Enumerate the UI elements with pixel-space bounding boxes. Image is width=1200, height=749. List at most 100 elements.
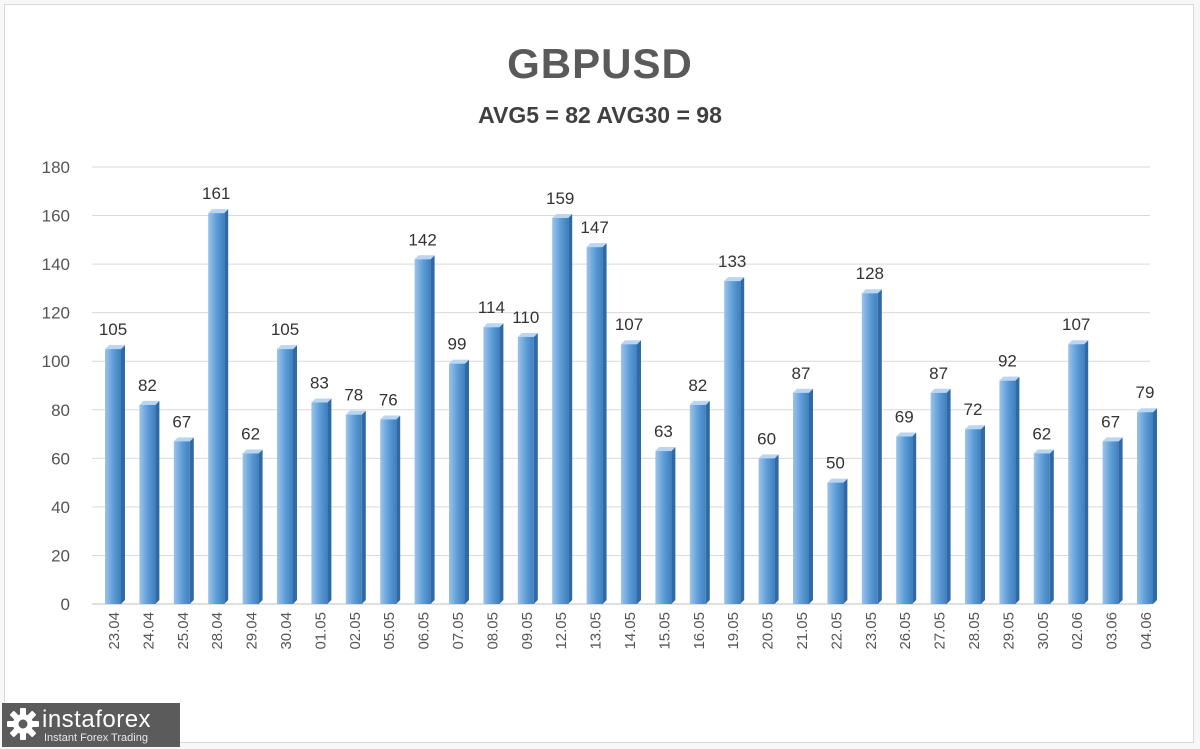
- bar: [483, 323, 504, 604]
- bar-top: [586, 243, 607, 248]
- data-label: 142: [408, 230, 436, 249]
- x-tick-label: 23.05: [863, 612, 880, 650]
- x-tick-label: 28.04: [209, 612, 226, 650]
- data-label: 105: [271, 320, 299, 339]
- bar: [1102, 437, 1123, 604]
- bar-front: [449, 363, 465, 604]
- bar-top: [793, 388, 813, 393]
- y-tick-label: 40: [51, 498, 70, 517]
- bar-side: [946, 388, 951, 604]
- data-label: 105: [99, 320, 127, 339]
- instaforex-logo: instaforex Instant Forex Trading: [2, 703, 180, 747]
- bar-top: [724, 277, 745, 282]
- data-label: 82: [688, 376, 707, 395]
- bar-side: [258, 449, 263, 604]
- bar-top: [1033, 449, 1054, 454]
- data-label: 87: [929, 364, 948, 383]
- data-label: 107: [1062, 315, 1090, 334]
- x-tick-label: 29.04: [244, 612, 261, 650]
- bar-front: [724, 281, 741, 604]
- data-label: 99: [448, 335, 467, 354]
- x-tick-label: 20.05: [760, 612, 777, 650]
- y-tick-label: 80: [51, 401, 70, 420]
- bar-side: [981, 425, 985, 604]
- bar-top: [311, 398, 332, 403]
- bar-front: [930, 392, 947, 604]
- data-label: 83: [310, 373, 329, 392]
- bar: [827, 478, 848, 604]
- bar-front: [1033, 453, 1050, 604]
- x-tick-label: 26.05: [897, 612, 914, 650]
- x-tick-label: 06.05: [416, 612, 433, 650]
- data-label: 62: [1032, 424, 1051, 443]
- bar-side: [568, 213, 573, 604]
- bar-side: [499, 323, 504, 604]
- data-label: 92: [998, 352, 1017, 371]
- x-tick-label: 02.06: [1069, 612, 1086, 650]
- bar-front: [483, 327, 500, 604]
- bar-top: [449, 359, 469, 364]
- bar-top: [483, 323, 504, 328]
- x-tick-label: 21.05: [794, 612, 811, 650]
- bar-front: [689, 404, 706, 604]
- bar-top: [345, 410, 366, 415]
- bar-side: [327, 398, 332, 604]
- bar-front: [861, 293, 878, 604]
- bar: [930, 388, 951, 604]
- bar-front: [552, 217, 569, 604]
- bar: [793, 388, 813, 604]
- x-tick-label: 01.05: [312, 612, 329, 650]
- bar-front: [999, 380, 1016, 604]
- data-label: 67: [1101, 412, 1120, 431]
- logo-tagline: Instant Forex Trading: [44, 732, 148, 744]
- bar: [105, 345, 125, 604]
- bar-side: [1015, 376, 1020, 604]
- bar-front: [827, 482, 844, 604]
- logo-name: instaforex: [42, 706, 152, 733]
- bar-side: [430, 255, 435, 604]
- bar-side: [877, 289, 882, 604]
- x-tick-label: 15.05: [656, 612, 673, 650]
- bar-front: [1068, 344, 1085, 604]
- x-tick-label: 25.04: [175, 612, 192, 650]
- x-tick-label: 14.05: [622, 612, 639, 650]
- bar-top: [999, 376, 1020, 381]
- bar-front: [1137, 412, 1153, 604]
- data-label: 67: [172, 412, 191, 431]
- bar-front: [414, 259, 431, 604]
- bar-top: [242, 449, 263, 454]
- x-tick-label: 07.05: [450, 612, 467, 650]
- bar-side: [1084, 340, 1089, 604]
- bar-top: [277, 345, 297, 350]
- data-label: 161: [202, 184, 230, 203]
- bar-side: [224, 209, 229, 604]
- y-tick-label: 160: [42, 207, 70, 226]
- bar-side: [1049, 449, 1054, 604]
- bar-side: [774, 454, 779, 604]
- bar-top: [552, 213, 573, 218]
- y-tick-label: 120: [42, 304, 70, 323]
- data-label: 72: [964, 400, 983, 419]
- x-tick-label: 30.05: [1035, 612, 1052, 650]
- bar-front: [793, 392, 809, 604]
- bar-front: [896, 436, 913, 604]
- bar-top: [861, 289, 882, 294]
- data-label: 78: [344, 386, 363, 405]
- chart-title: GBPUSD: [507, 40, 693, 87]
- bar-side: [809, 388, 813, 604]
- data-label: 114: [478, 298, 505, 317]
- bar-front: [1102, 441, 1119, 604]
- bar: [724, 277, 745, 604]
- x-tick-label: 28.05: [966, 612, 983, 650]
- bar-top: [896, 432, 917, 437]
- bar-front: [965, 429, 981, 604]
- bar-side: [155, 400, 160, 604]
- x-tick-label: 04.06: [1138, 612, 1155, 650]
- bar-top: [965, 425, 985, 430]
- data-label: 62: [241, 424, 260, 443]
- bar-side: [705, 400, 710, 604]
- x-tick-label: 22.05: [828, 612, 845, 650]
- data-label: 147: [580, 218, 608, 237]
- bar-top: [758, 454, 779, 459]
- bar: [861, 289, 882, 604]
